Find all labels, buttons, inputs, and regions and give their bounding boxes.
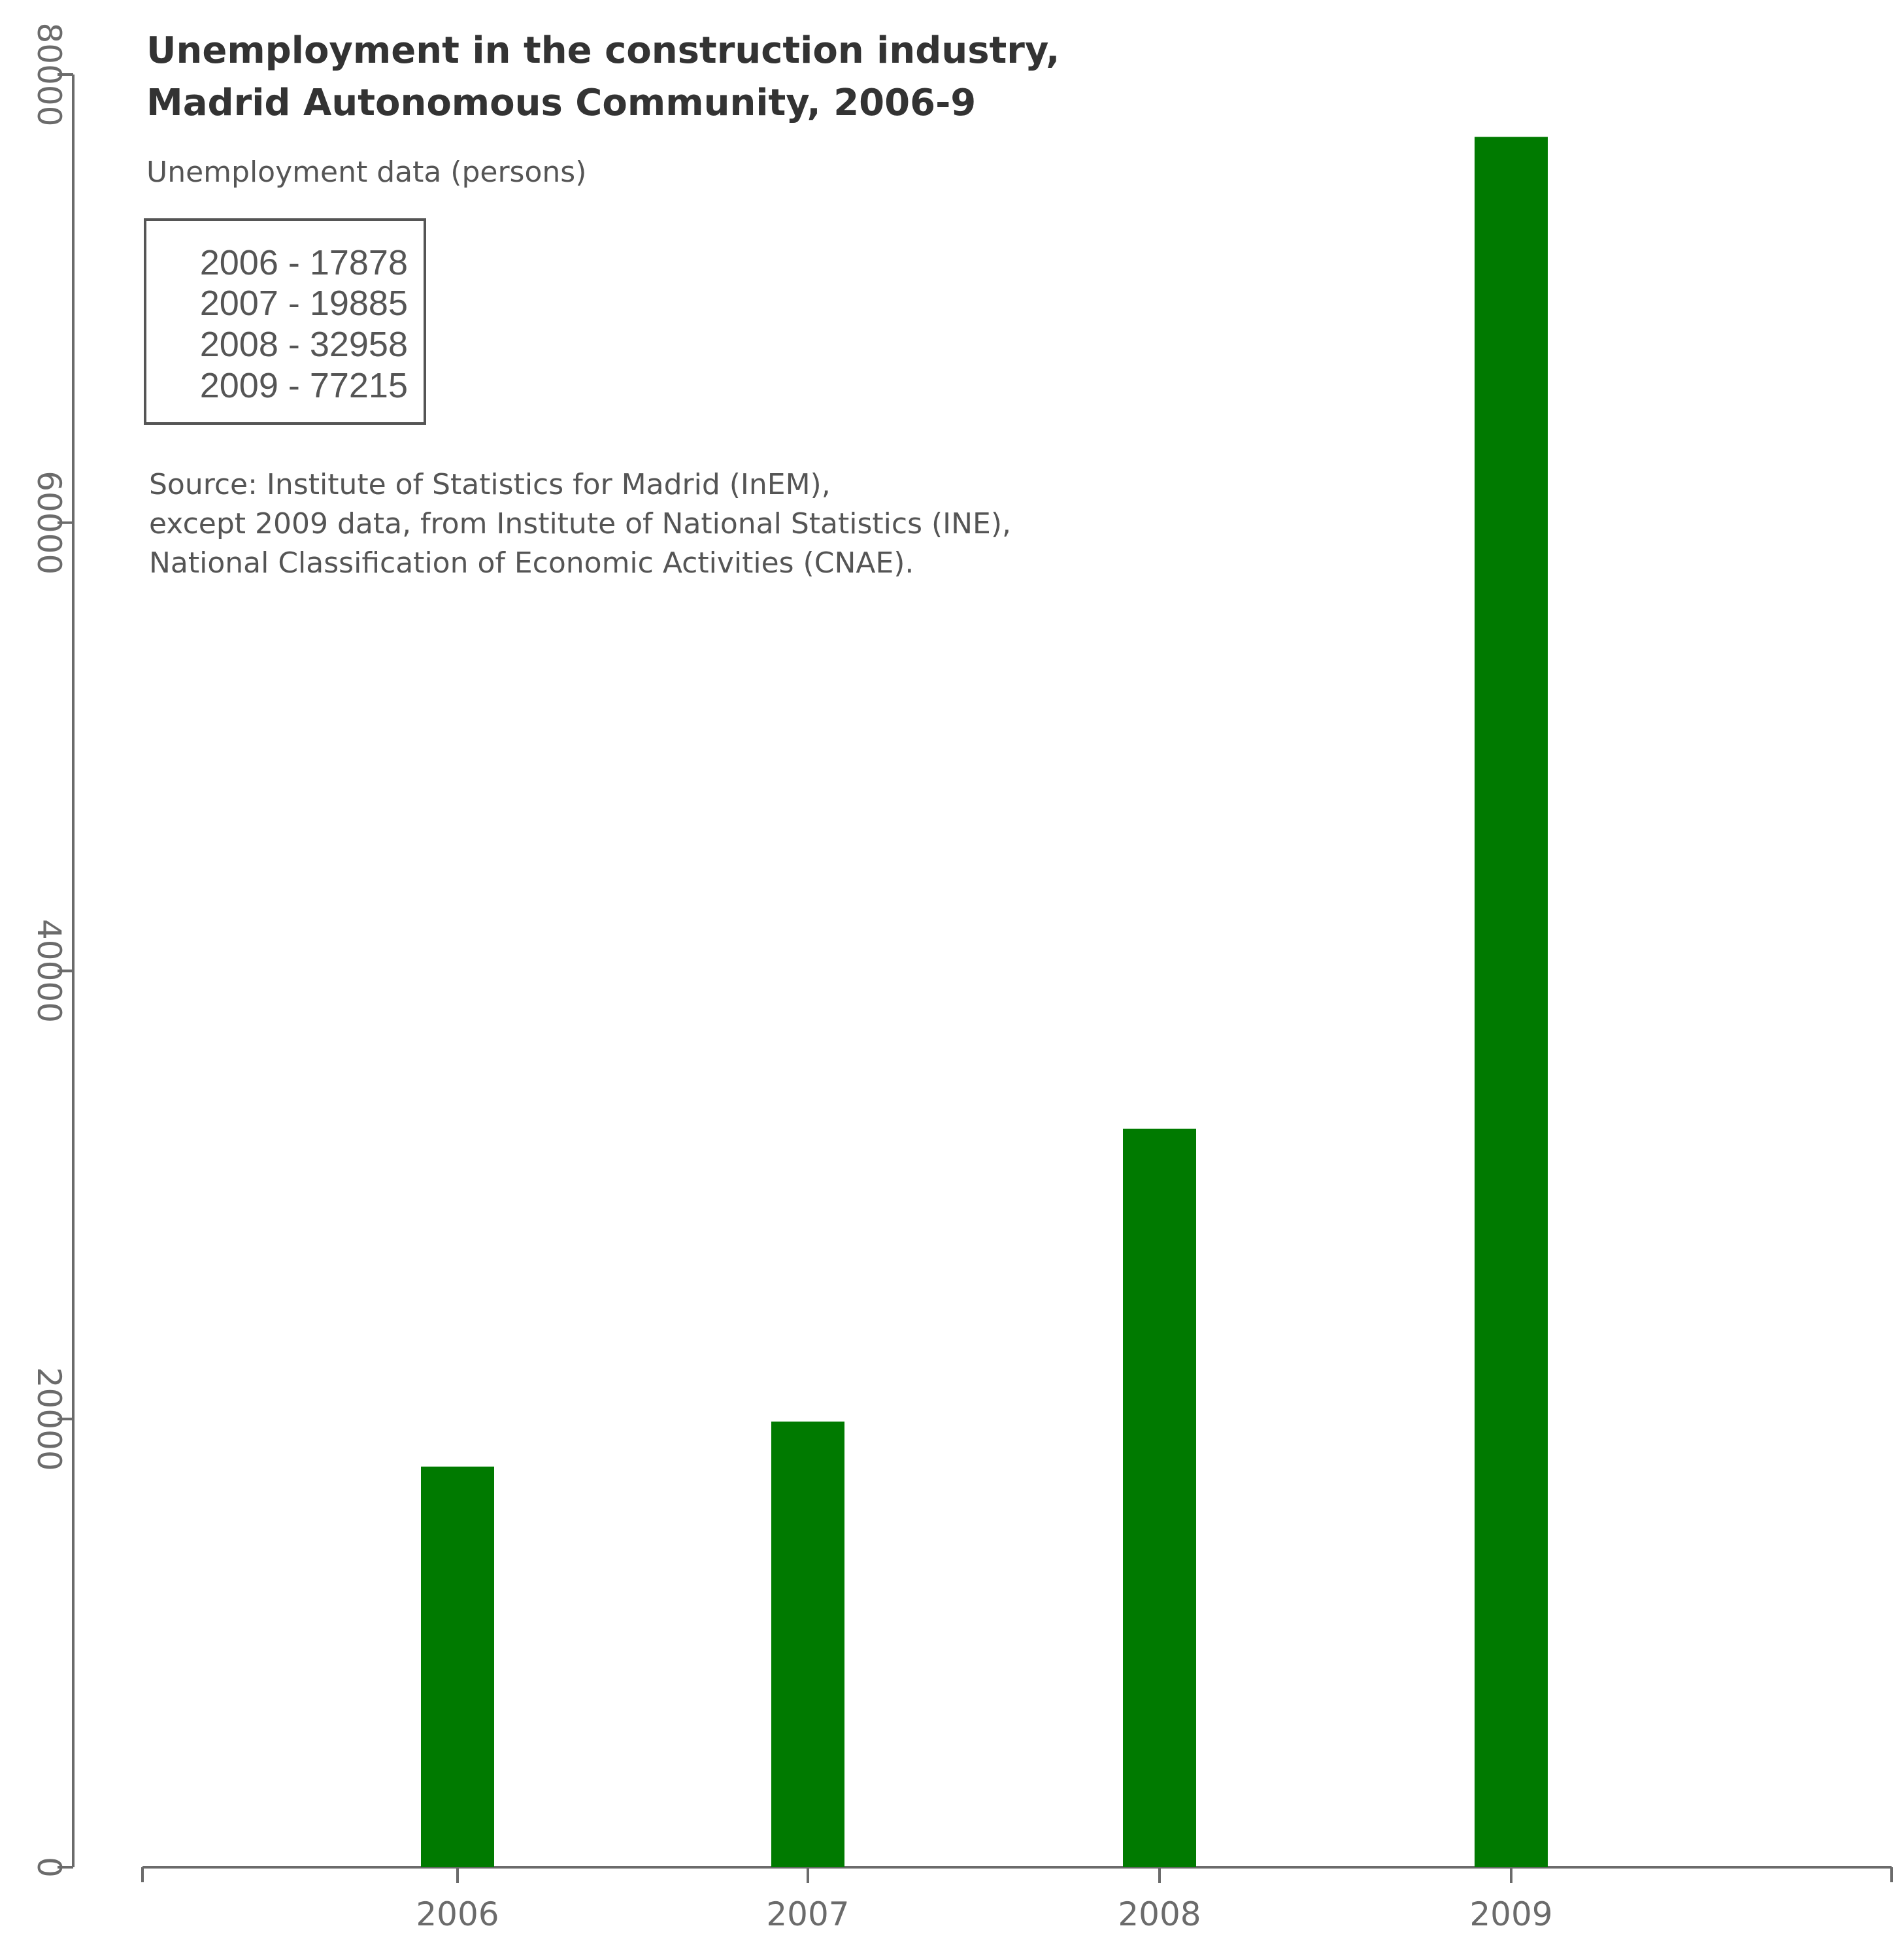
legend-box (144, 218, 426, 425)
source-line-3: National Classification of Economic Acti… (149, 546, 914, 580)
x-tick-label-2007: 2007 (766, 1895, 849, 1933)
y-tick-label-60000: 60000 (30, 471, 68, 574)
legend-entry-2006: 2006 - 17878 (200, 243, 408, 282)
bar-2006 (421, 1467, 494, 1867)
source-line-2: except 2009 data, from Institute of Nati… (149, 507, 1011, 540)
chart-title-line-2: Madrid Autonomous Community, 2006-9 (146, 82, 976, 124)
legend-entry-2007: 2007 - 19885 (200, 284, 408, 323)
source-line-1: Source: Institute of Statistics for Madr… (149, 468, 831, 501)
y-tick-label-40000: 40000 (30, 919, 68, 1023)
y-axis-ticks: 0 20000 40000 60000 80000 (30, 22, 73, 1878)
chart-title-line-1: Unemployment in the construction industr… (146, 29, 1060, 72)
x-tick-label-2006: 2006 (416, 1895, 499, 1933)
x-tick-label-2008: 2008 (1118, 1895, 1201, 1933)
y-tick-label-20000: 20000 (30, 1367, 68, 1471)
legend-entry-2009: 2009 - 77215 (200, 366, 408, 405)
y-tick-label-80000: 80000 (30, 22, 68, 126)
bar-2008 (1123, 1128, 1196, 1867)
y-tick-label-0: 0 (30, 1857, 68, 1878)
bar-2007 (771, 1421, 844, 1867)
bar-2009 (1475, 137, 1548, 1867)
legend-entry-2008: 2008 - 32958 (200, 325, 408, 364)
x-tick-label-2009: 2009 (1469, 1895, 1552, 1933)
bars-group (421, 137, 1548, 1867)
chart-subtitle: Unemployment data (persons) (146, 156, 586, 189)
x-axis-ticks: 2006 2007 2008 2009 (416, 1867, 1553, 1933)
